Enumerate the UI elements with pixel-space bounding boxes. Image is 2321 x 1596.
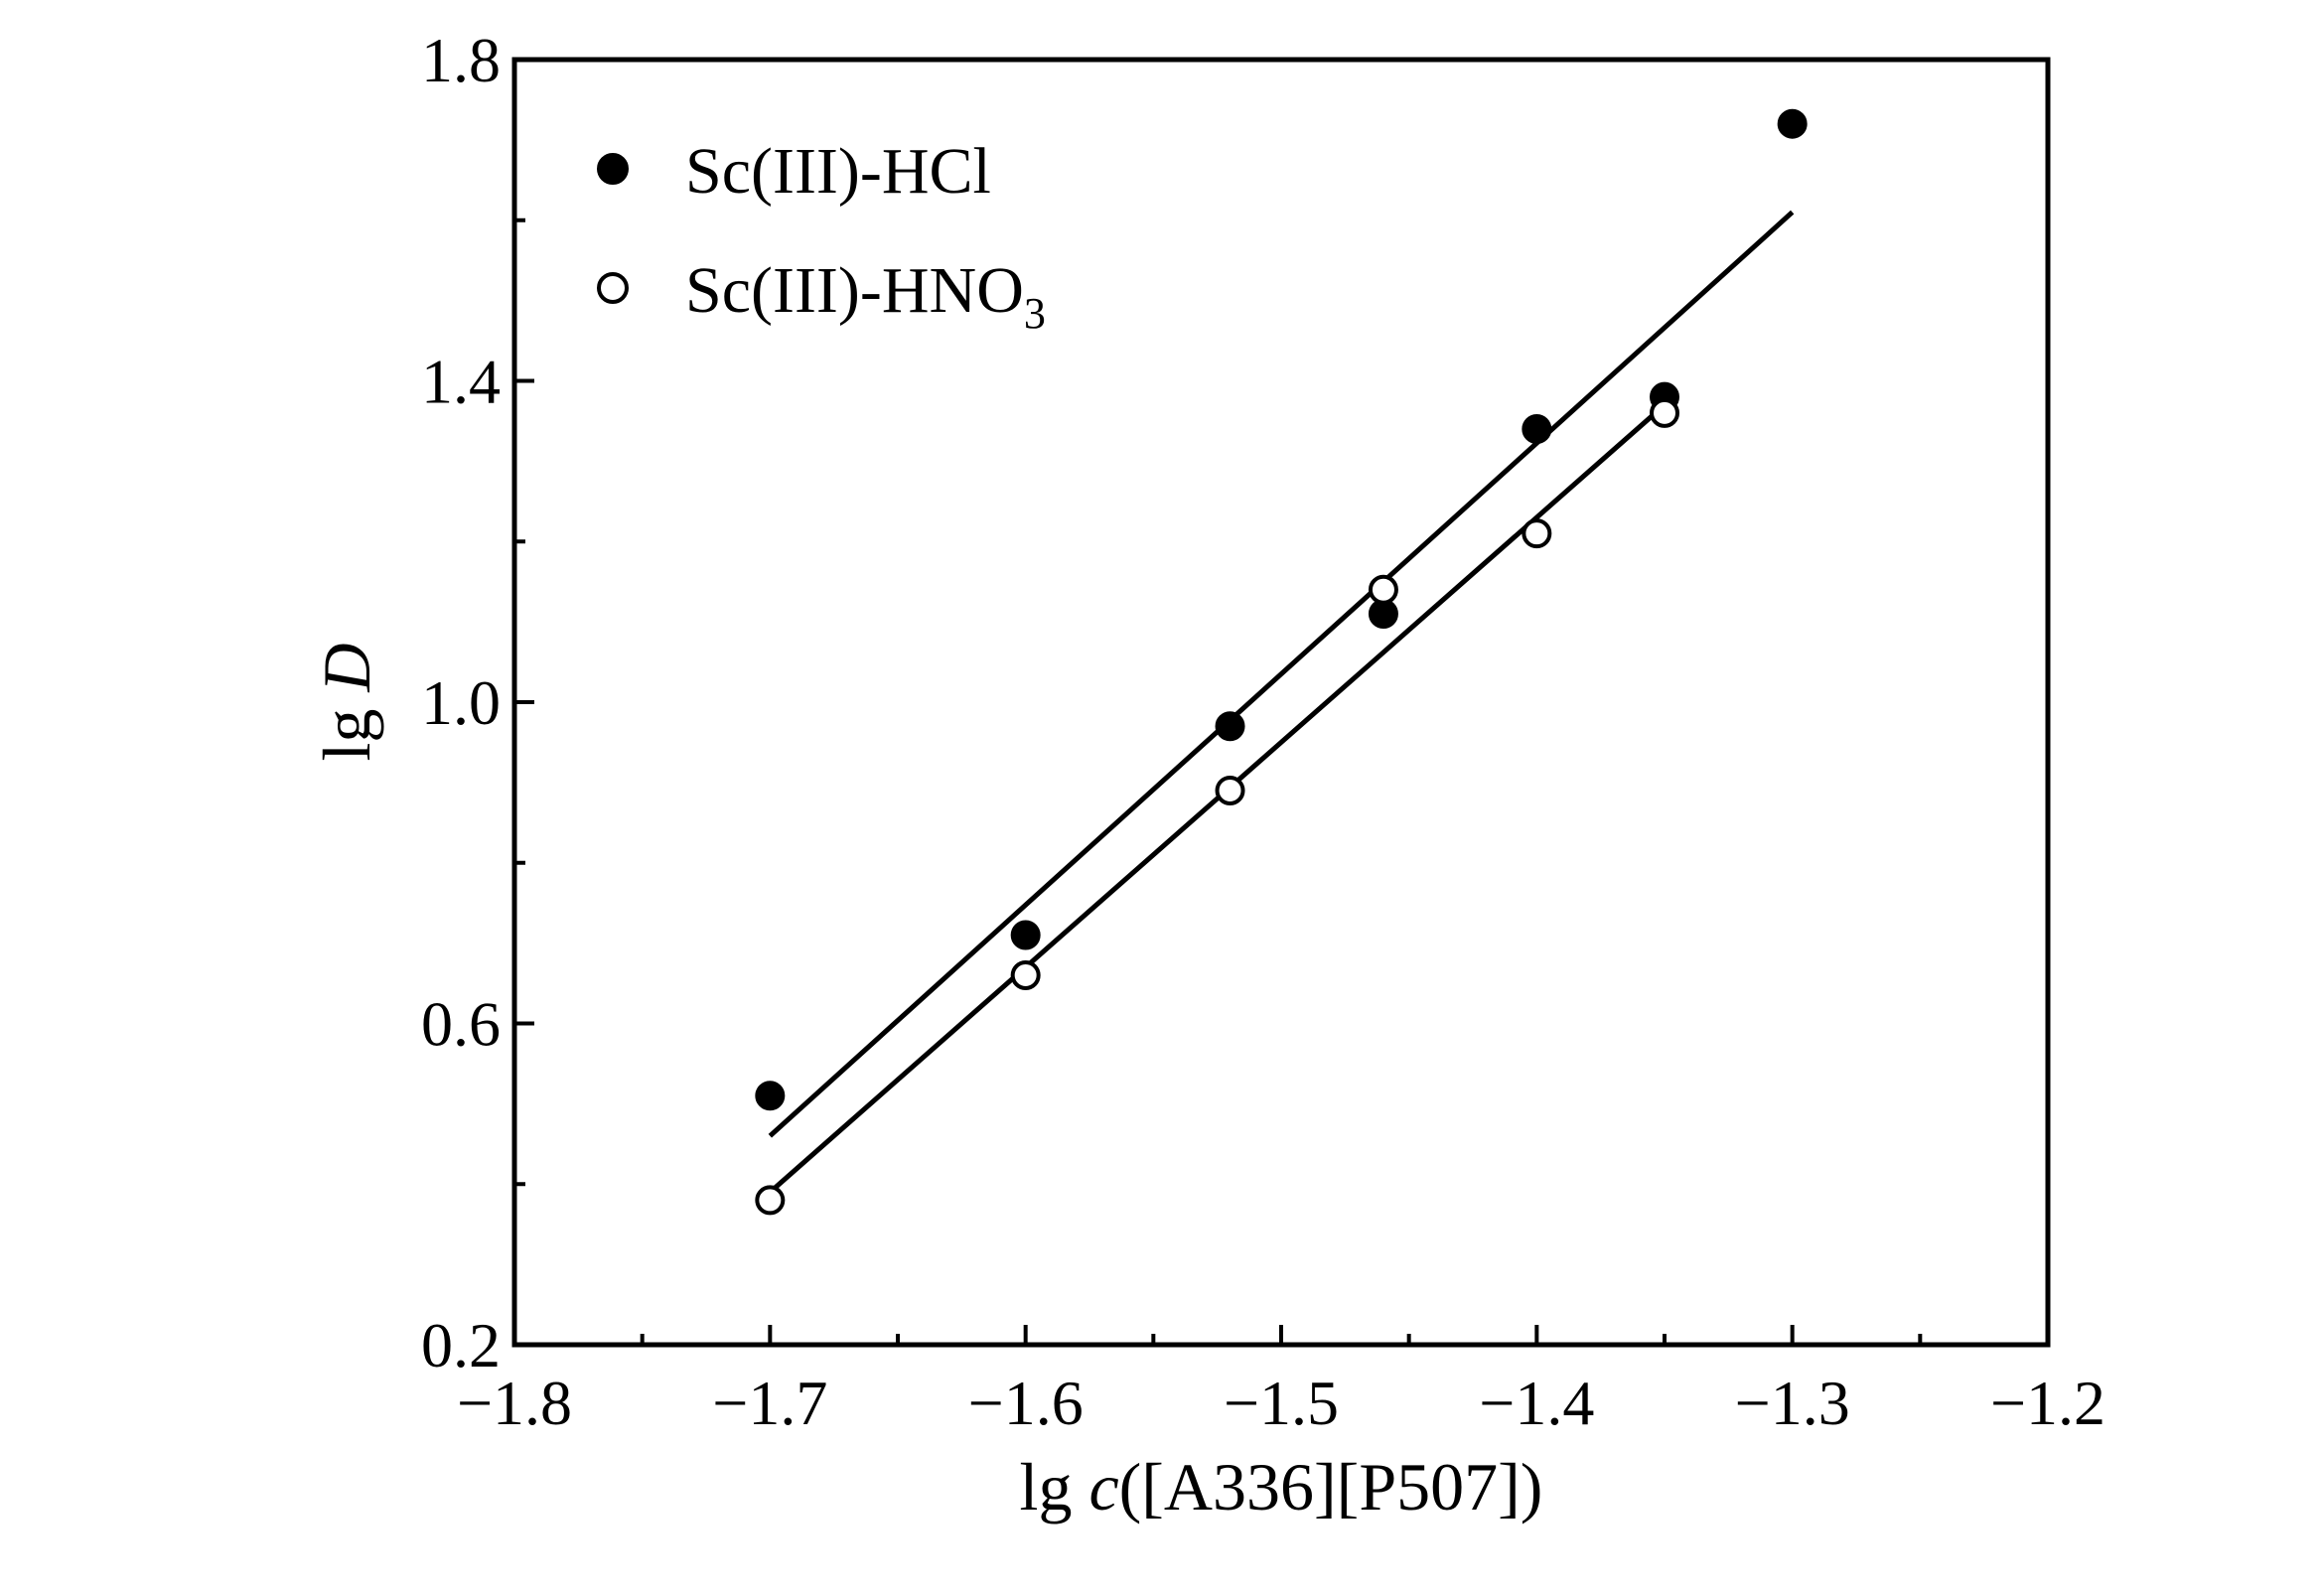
point-hno3 [1010,959,1041,990]
legend-label-hno3: Sc(III)-HNO3 [685,254,1046,338]
point-hno3 [755,1185,786,1216]
legend-marker-hcl [597,153,629,185]
legend: Sc(III)-HCl Sc(III)-HNO3 [597,135,1046,338]
x-tick-label: −1.8 [457,1368,572,1438]
point-hcl [1522,414,1552,445]
fit-lines [768,210,1795,1195]
x-tick-label: −1.7 [712,1368,827,1438]
legend-label-hcl: Sc(III)-HCl [685,135,991,208]
point-hcl [1215,711,1245,742]
x-tick-label: −1.6 [968,1368,1084,1438]
y-tick-label: 1.0 [421,667,501,738]
plot-frame [511,57,2051,1348]
y-tick-label: 0.2 [421,1310,501,1380]
legend-marker-hno3 [597,272,629,304]
y-axis-title: lg D [309,643,384,761]
fit-line-hcl [768,210,1795,1138]
point-hcl [1010,920,1041,950]
x-tick-label: −1.5 [1224,1368,1339,1438]
data-points [755,108,1808,1216]
y-tick-label: 1.4 [421,347,501,417]
point-hno3 [1522,518,1552,549]
tick-labels: −1.8 −1.7 −1.6 −1.5 −1.4 −1.3 −1.2 0.2 0.6 1.0 1.4… [421,25,2105,1438]
y-tick-label: 1.8 [421,25,501,95]
x-tick-label: −1.4 [1479,1368,1594,1438]
ticks [512,58,2050,1347]
point-hcl [755,1081,786,1111]
point-hcl [1368,599,1398,630]
x-tick-label: −1.2 [1990,1368,2105,1438]
fit-line-hno3 [768,402,1667,1195]
point-hno3 [1215,775,1245,805]
point-hno3 [1650,397,1679,428]
point-hcl [1777,108,1808,139]
x-tick-label: −1.3 [1735,1368,1850,1438]
y-tick-label: 0.6 [421,989,501,1060]
point-hno3 [1368,574,1398,605]
x-axis-title: lg c([A336][P507]) [1020,1449,1543,1524]
